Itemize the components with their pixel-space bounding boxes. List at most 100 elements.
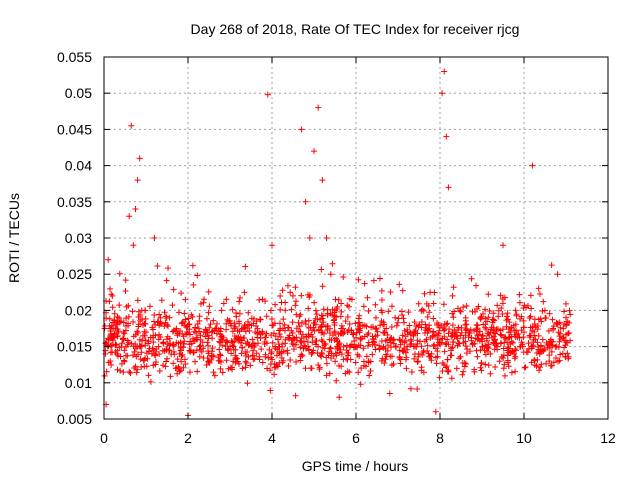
data-point [359,321,366,328]
data-point [181,356,188,363]
data-point [123,303,130,310]
data-point [130,319,137,326]
data-point [414,386,421,393]
data-point [116,302,123,309]
data-point [397,341,404,348]
data-point [536,350,543,357]
data-point [264,91,271,98]
data-point [295,319,302,326]
x-axis-label: GPS time / hours [302,458,409,474]
data-point [561,344,568,351]
data-point [103,368,110,375]
data-point [468,275,475,282]
data-point [318,323,325,330]
data-point [517,315,524,322]
data-point [244,318,251,325]
data-point [474,325,481,332]
data-point [494,302,501,309]
data-point [242,340,249,347]
data-point [289,319,296,326]
data-point [130,343,137,350]
data-point [387,336,394,343]
data-point [462,321,469,328]
data-point [231,325,238,332]
data-point [463,303,470,310]
data-point [254,325,261,332]
data-point [403,356,410,363]
data-point [415,353,422,360]
data-point [132,363,139,370]
data-point [175,340,182,347]
data-point [130,242,137,249]
data-point [450,339,457,346]
data-point [307,365,314,372]
data-point [123,315,130,322]
data-point [508,325,515,332]
data-point [344,349,351,356]
data-point [272,345,279,352]
data-point [173,325,180,332]
data-point [135,351,142,358]
data-point [296,313,303,320]
data-point [259,328,266,335]
data-point [503,317,510,324]
data-point [146,345,153,352]
data-point [502,334,509,341]
data-point [156,367,163,374]
data-point [457,308,464,315]
data-point [296,323,303,330]
chart-title: Day 268 of 2018, Rate Of TEC Index for r… [191,21,520,37]
data-point [451,308,458,315]
data-point [292,284,299,291]
data-point [196,343,203,350]
data-point [355,342,362,349]
data-point [238,350,245,357]
data-point [451,333,458,340]
data-point [500,365,507,372]
data-point [308,350,315,357]
data-point [497,292,504,299]
data-point [486,308,493,315]
data-point [289,340,296,347]
data-point [369,351,376,358]
data-point [186,369,193,376]
x-tick-label: 2 [184,430,192,446]
data-point [305,305,312,312]
x-tick-label: 10 [516,430,532,446]
data-point [353,334,360,341]
data-point [384,332,391,339]
data-point [468,334,475,341]
data-point [245,309,252,316]
data-point [423,325,430,332]
data-point [356,312,363,319]
data-point [364,331,371,338]
data-point [276,343,283,350]
data-point [298,126,305,133]
data-point [403,343,410,350]
data-point [352,320,359,327]
data-point [431,332,438,339]
data-point [206,359,213,366]
data-point [134,297,141,304]
data-point [269,242,275,249]
data-point [250,356,257,363]
data-point [106,298,113,305]
data-point [203,315,210,322]
data-point [158,297,165,304]
data-point [402,333,409,340]
data-point [228,350,235,357]
data-point [471,368,478,375]
data-point [318,350,325,357]
data-point [259,359,266,366]
data-point [430,315,437,322]
data-point [161,309,168,316]
data-point [527,292,534,299]
data-point [268,315,275,322]
data-point [125,313,132,320]
data-point [180,319,187,326]
data-point [524,302,531,309]
data-point [333,352,340,359]
data-point [118,318,125,325]
data-point [369,333,376,340]
data-point [388,303,395,310]
